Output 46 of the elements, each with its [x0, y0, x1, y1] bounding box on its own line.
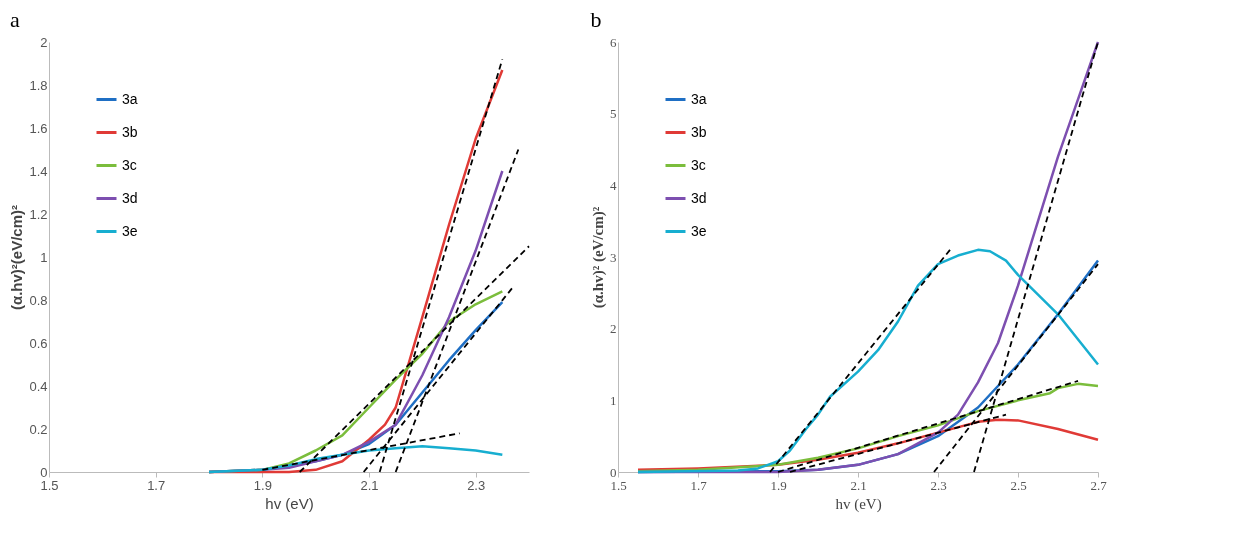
- x-tick-label: 1.7: [690, 477, 708, 493]
- y-tick-label: 6: [610, 34, 617, 50]
- y-tick-label: 1.2: [29, 206, 48, 222]
- chart-title: b: [590, 7, 602, 32]
- y-tick-label: 0.6: [29, 335, 48, 351]
- legend-label: 3c: [122, 156, 137, 173]
- y-tick-label: 0.2: [29, 421, 48, 437]
- legend-label: 3b: [691, 123, 707, 140]
- x-tick-label: 2.7: [1090, 477, 1108, 493]
- y-tick-label: 2: [610, 321, 617, 337]
- legend-label: 3e: [122, 222, 138, 239]
- legend-label: 3e: [691, 222, 707, 239]
- y-tick-label: 5: [610, 106, 617, 122]
- legend-label: 3a: [691, 90, 707, 107]
- y-tick-label: 4: [610, 177, 617, 193]
- x-tick-label: 1.9: [253, 477, 272, 493]
- chart-title: a: [9, 7, 20, 32]
- x-tick-label: 2.3: [467, 477, 486, 493]
- legend-label: 3d: [691, 189, 707, 206]
- x-tick-label: 2.5: [1010, 477, 1027, 493]
- y-tick-label: 0: [40, 464, 48, 480]
- legend-label: 3d: [122, 189, 138, 206]
- x-axis-title: hv (eV): [265, 494, 314, 512]
- y-tick-label: 1.4: [29, 163, 48, 179]
- y-tick-label: 1.8: [29, 77, 48, 93]
- y-tick-label: 1.6: [29, 120, 48, 136]
- x-tick-label: 2.1: [850, 477, 867, 493]
- y-tick-label: 1: [40, 249, 48, 265]
- y-axis-title: (α.hv)² (eV/cm)²: [590, 206, 607, 309]
- x-tick-label: 2.3: [930, 477, 947, 493]
- x-axis-title: hv (eV): [835, 495, 882, 513]
- y-tick-label: 0.8: [29, 292, 48, 308]
- y-tick-label: 2: [40, 34, 48, 50]
- y-axis-title: (α.hv)²(eV/cm)²: [8, 204, 26, 311]
- x-tick-label: 2.1: [360, 477, 379, 493]
- y-tick-label: 1: [610, 392, 617, 408]
- legend-label: 3b: [122, 123, 138, 140]
- y-tick-label: 0.4: [29, 378, 48, 394]
- y-tick-label: 3: [610, 249, 617, 265]
- x-tick-label: 1.5: [40, 477, 59, 493]
- legend-label: 3a: [122, 90, 138, 107]
- x-tick-label: 1.7: [147, 477, 166, 493]
- x-tick-label: 1.9: [770, 477, 787, 493]
- y-tick-label: 0: [610, 464, 617, 480]
- x-tick-label: 1.5: [610, 477, 627, 493]
- legend-label: 3c: [691, 156, 706, 173]
